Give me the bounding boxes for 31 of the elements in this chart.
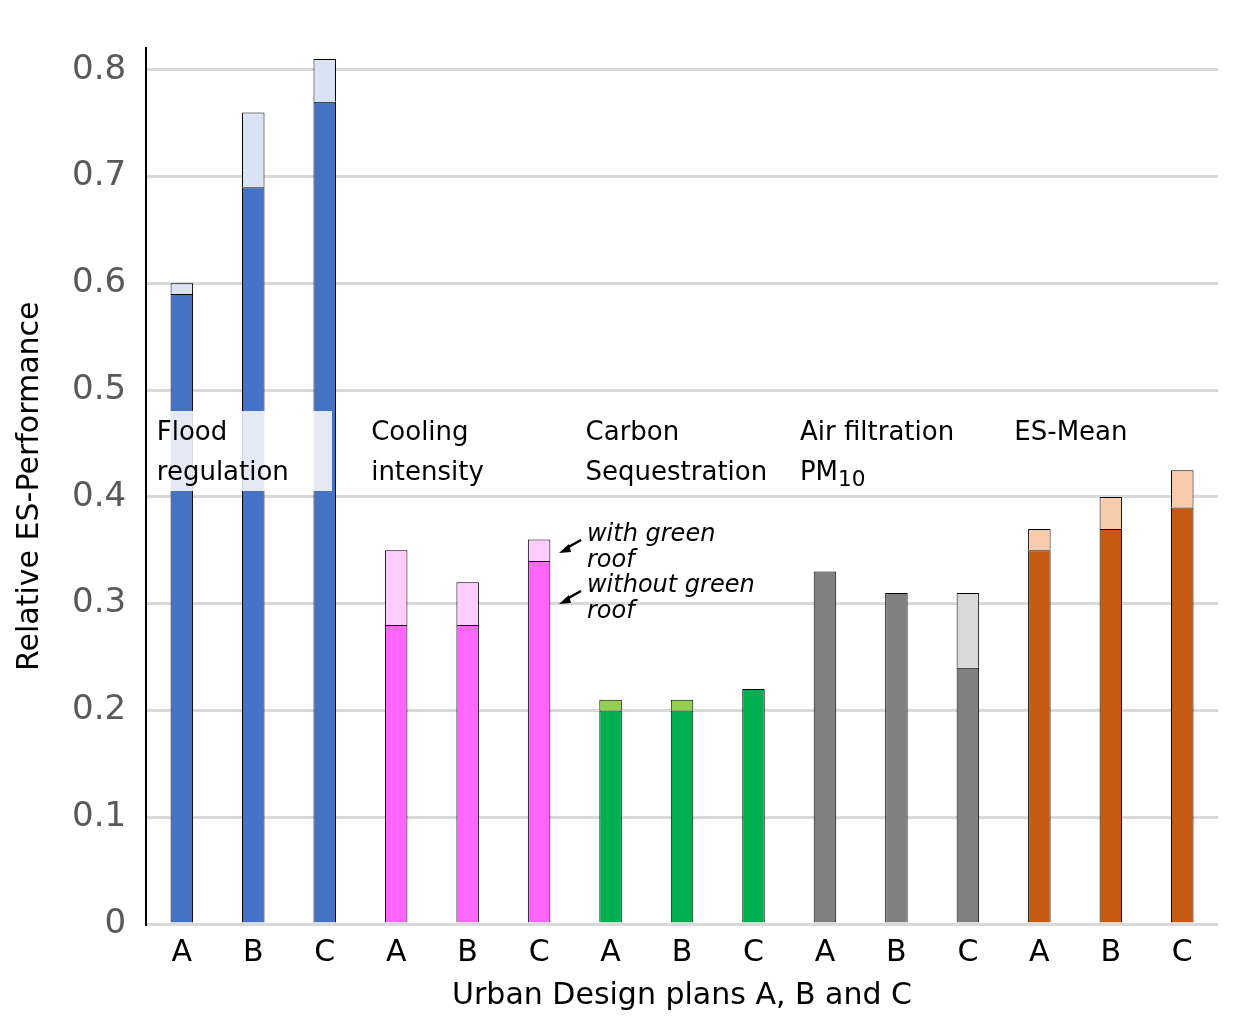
x-tick-label: A [600,932,622,968]
x-tick-label: B [886,932,907,968]
x-axis-title: Urban Design plans A, B and C [452,975,913,1011]
x-tick-label: B [457,932,478,968]
x-tick-label: B [1100,932,1122,968]
x-tick-label: B [671,932,693,968]
x-tick-label: C [1171,932,1193,968]
x-tick-label: C [314,932,336,968]
y-tick-label: 0.7 [71,153,127,194]
annotation: ES-Mean [1014,415,1129,449]
annotation: Carbon Sequestration [585,415,768,489]
x-tick-label: A [385,932,407,968]
x-tick-label: B [242,932,264,968]
y-tick-label: 0.4 [71,473,127,514]
y-tick-label: 0.5 [71,366,127,407]
annotation: Air filtration PM$_{10}$ [799,415,956,494]
x-tick-label: A [1029,932,1051,968]
x-tick-label: A [171,932,193,968]
x-tick-label: C [957,932,979,968]
x-tick-label: C [743,932,764,968]
annotation: Cooling intensity [371,415,485,489]
annotation: Flood regulation [156,411,332,492]
y-tick-label: 0.8 [71,46,127,87]
x-tick-label: A [814,932,836,968]
y-tick-label: 0.1 [71,794,127,835]
y-tick-label: 0 [104,900,127,941]
y-tick-label: 0.3 [71,580,127,621]
y-tick-label: 0.2 [71,687,127,728]
y-tick-label: 0.6 [71,260,127,301]
y-axis-title: Relative ES-Performance [9,301,45,671]
x-tick-label: C [528,932,550,968]
